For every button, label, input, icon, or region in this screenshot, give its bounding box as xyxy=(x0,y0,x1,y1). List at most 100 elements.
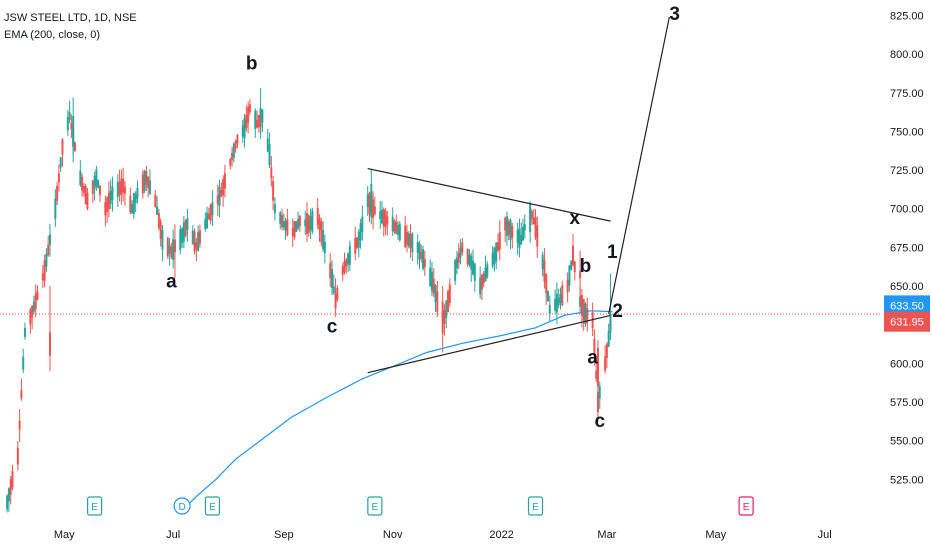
candle-body[interactable] xyxy=(445,300,448,319)
candle-body[interactable] xyxy=(355,237,358,248)
earnings-marker[interactable] xyxy=(204,496,221,516)
candle-body[interactable] xyxy=(143,170,146,191)
candle-body[interactable] xyxy=(129,195,132,213)
candle-body[interactable] xyxy=(520,234,523,245)
candle-body[interactable] xyxy=(580,295,583,317)
candle-body[interactable] xyxy=(266,138,269,152)
candle-body[interactable] xyxy=(311,210,314,232)
candle-body[interactable] xyxy=(511,226,514,238)
earnings-marker[interactable] xyxy=(738,496,754,516)
candle-body[interactable] xyxy=(179,229,182,251)
candle-body[interactable] xyxy=(81,176,84,191)
candle-body[interactable] xyxy=(536,225,539,247)
candle-body[interactable] xyxy=(393,220,396,232)
candle-body[interactable] xyxy=(73,142,76,152)
candle-body[interactable] xyxy=(473,263,476,281)
candle-body[interactable] xyxy=(320,221,323,243)
candle-body[interactable] xyxy=(348,245,351,265)
candle-body[interactable] xyxy=(423,258,426,268)
candle-body[interactable] xyxy=(529,208,532,232)
candle-body[interactable] xyxy=(430,271,433,292)
candle-body[interactable] xyxy=(609,313,612,333)
candle-body[interactable] xyxy=(532,217,535,225)
candle-body[interactable] xyxy=(498,232,501,250)
candle-body[interactable] xyxy=(441,301,444,321)
ema-line[interactable] xyxy=(183,310,613,510)
candle-body[interactable] xyxy=(566,279,569,293)
candle-body[interactable] xyxy=(245,114,248,129)
candle-body[interactable] xyxy=(370,184,373,209)
candle-body[interactable] xyxy=(229,159,232,166)
candle-body[interactable] xyxy=(546,291,549,302)
candle-body[interactable] xyxy=(154,194,157,208)
candle-body[interactable] xyxy=(596,347,599,387)
candle-body[interactable] xyxy=(336,287,339,300)
candle-body[interactable] xyxy=(380,209,383,224)
candle-body[interactable] xyxy=(405,231,408,245)
candle-body[interactable] xyxy=(132,193,135,215)
candle-body[interactable] xyxy=(443,310,446,324)
candle-body[interactable] xyxy=(416,242,419,253)
trendline[interactable] xyxy=(367,167,611,222)
candle-body[interactable] xyxy=(57,173,60,183)
candle-body[interactable] xyxy=(607,330,610,347)
candle-body[interactable] xyxy=(418,242,421,260)
candle-body[interactable] xyxy=(568,265,571,286)
candle-body[interactable] xyxy=(116,182,119,197)
candle-body[interactable] xyxy=(168,245,171,254)
candle-body[interactable] xyxy=(211,202,214,216)
candle-body[interactable] xyxy=(407,233,410,247)
candle-body[interactable] xyxy=(70,122,73,130)
candle-body[interactable] xyxy=(48,332,51,356)
candle-body[interactable] xyxy=(486,264,489,277)
candle-body[interactable] xyxy=(156,206,159,215)
candle-body[interactable] xyxy=(579,270,582,279)
candle-body[interactable] xyxy=(534,217,537,238)
candle-body[interactable] xyxy=(182,222,185,242)
candle-body[interactable] xyxy=(45,253,48,267)
candle-body[interactable] xyxy=(7,488,10,502)
candle-body[interactable] xyxy=(332,286,335,294)
candle-body[interactable] xyxy=(409,234,412,249)
candle-body[interactable] xyxy=(509,220,512,240)
candle-body[interactable] xyxy=(554,298,557,311)
candle-body[interactable] xyxy=(468,254,471,265)
candle-body[interactable] xyxy=(256,119,259,128)
candle-body[interactable] xyxy=(384,210,387,228)
candle-body[interactable] xyxy=(411,233,414,253)
candle-body[interactable] xyxy=(495,242,498,262)
candle-body[interactable] xyxy=(472,260,475,275)
candle-body[interactable] xyxy=(82,185,85,194)
candle-body[interactable] xyxy=(86,193,89,209)
candle-body[interactable] xyxy=(604,356,607,371)
candle-body[interactable] xyxy=(104,202,107,216)
candle-body[interactable] xyxy=(123,186,126,194)
candle-body[interactable] xyxy=(91,180,94,194)
candle-body[interactable] xyxy=(48,234,51,245)
candle-body[interactable] xyxy=(523,224,526,231)
candle-body[interactable] xyxy=(172,239,175,260)
candle-body[interactable] xyxy=(20,390,23,399)
candle-body[interactable] xyxy=(23,328,26,337)
candle-body[interactable] xyxy=(297,218,300,229)
candle-body[interactable] xyxy=(281,215,284,228)
candle-body[interactable] xyxy=(347,253,350,265)
candle-body[interactable] xyxy=(66,117,69,131)
candle-body[interactable] xyxy=(322,230,325,250)
candle-body[interactable] xyxy=(95,169,98,187)
candle-body[interactable] xyxy=(218,186,221,207)
candle-body[interactable] xyxy=(220,190,223,197)
candle-body[interactable] xyxy=(206,212,209,228)
candle-body[interactable] xyxy=(191,230,194,244)
candle-body[interactable] xyxy=(148,180,151,194)
candle-body[interactable] xyxy=(318,218,321,231)
candle-body[interactable] xyxy=(304,219,307,227)
candle-body[interactable] xyxy=(505,216,508,236)
candle-body[interactable] xyxy=(306,213,309,235)
candle-body[interactable] xyxy=(491,252,494,267)
candle-body[interactable] xyxy=(286,219,289,236)
candle-body[interactable] xyxy=(248,104,251,113)
candle-body[interactable] xyxy=(184,220,187,236)
candle-body[interactable] xyxy=(120,178,123,195)
candle-body[interactable] xyxy=(373,206,376,215)
